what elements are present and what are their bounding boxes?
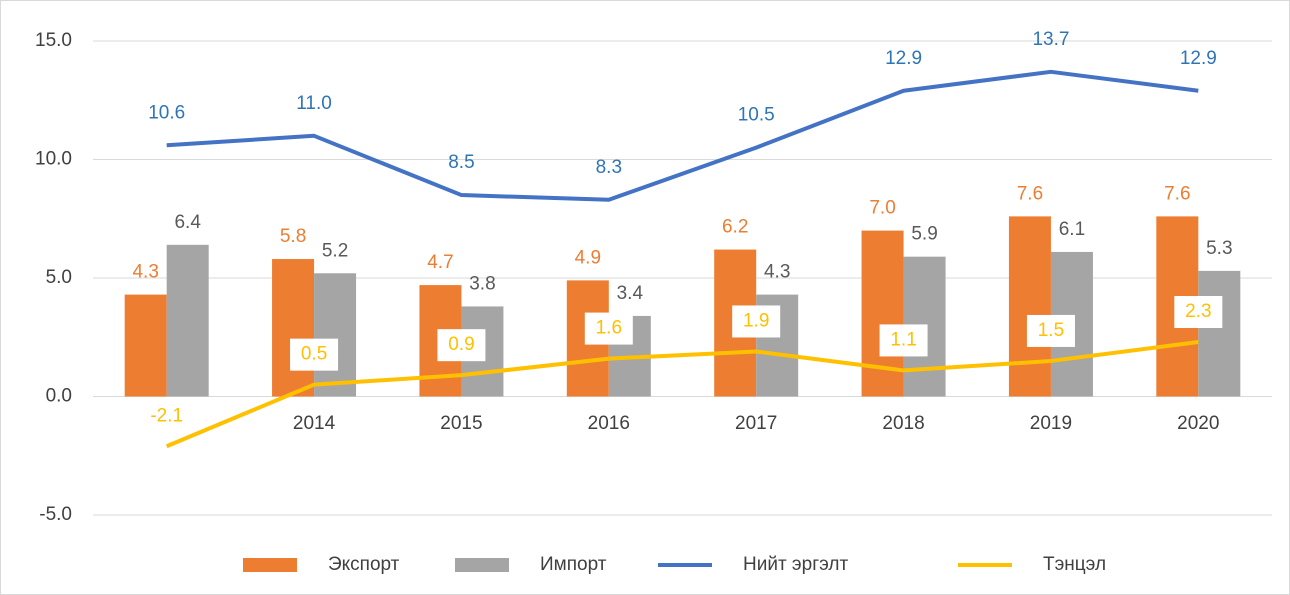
data-label: 5.2 [322, 240, 348, 261]
legend-label: Экспорт [328, 554, 400, 575]
data-label: 7.0 [869, 198, 895, 219]
data-label: 4.9 [575, 247, 601, 268]
data-label: 10.5 [738, 105, 775, 126]
data-label: 6.1 [1059, 219, 1085, 240]
data-label: 6.2 [722, 217, 748, 238]
x-tick-label: 2014 [293, 413, 336, 434]
data-label: 1.9 [743, 310, 769, 331]
legend-label: Импорт [540, 554, 607, 575]
legend-swatch [455, 558, 509, 572]
data-label: 12.9 [885, 48, 922, 69]
data-label: 1.6 [596, 318, 622, 339]
data-label-box [584, 312, 633, 345]
y-tick-label: 0.0 [46, 386, 72, 407]
bar [314, 273, 357, 397]
bar [166, 244, 209, 397]
data-label: 10.6 [148, 102, 185, 123]
x-tick-label: 2015 [440, 413, 482, 434]
bar [1198, 270, 1241, 397]
data-label-box [1174, 295, 1223, 328]
data-label-box [1026, 314, 1075, 347]
data-label-box [879, 324, 928, 357]
line [165, 340, 1199, 449]
data-label: 12.9 [1180, 48, 1217, 69]
bar [272, 259, 315, 397]
data-label: 13.7 [1032, 29, 1069, 50]
data-label: 5.8 [280, 226, 306, 247]
x-tick-label: 2018 [882, 413, 924, 434]
y-tick-label: -5.0 [39, 504, 72, 525]
data-label: 8.5 [448, 152, 474, 173]
data-label: 7.6 [1017, 183, 1043, 204]
data-label: 5.9 [911, 224, 937, 245]
data-label: 7.6 [1164, 183, 1190, 204]
data-label-box [142, 400, 191, 433]
data-label: 3.4 [617, 283, 644, 304]
data-label-box [437, 329, 486, 362]
data-label: 5.3 [1206, 238, 1232, 259]
data-label: 4.3 [764, 262, 790, 283]
y-tick-label: 15.0 [35, 30, 72, 51]
data-label: 6.4 [174, 212, 201, 233]
data-label: 11.0 [296, 93, 332, 114]
x-tick-label: 2017 [735, 413, 777, 434]
data-label: 0.9 [448, 334, 474, 355]
data-label-box [732, 305, 781, 338]
x-tick-label: 2016 [588, 413, 630, 434]
x-tick-label: 2020 [1177, 413, 1219, 434]
data-label: 0.5 [301, 344, 327, 365]
x-tick-label: 2019 [1030, 413, 1072, 434]
y-tick-label: 10.0 [35, 149, 72, 170]
y-tick-label: 5.0 [46, 267, 72, 288]
data-label: 3.8 [469, 273, 495, 294]
data-label: 4.3 [132, 262, 158, 283]
bar [124, 294, 167, 397]
legend-swatch [243, 558, 297, 572]
data-label: 1.1 [890, 329, 916, 350]
data-label: 2.3 [1185, 301, 1211, 322]
bar [1008, 216, 1051, 397]
data-label: 4.7 [427, 252, 453, 273]
data-label: 8.3 [596, 157, 622, 178]
data-label-box [290, 338, 339, 371]
data-label: 1.5 [1038, 320, 1064, 341]
line [166, 69, 1199, 202]
legend-label: Тэнцэл [1043, 554, 1106, 575]
legend-label: Нийт эргэлт [743, 554, 848, 575]
data-label: -2.1 [150, 405, 183, 426]
